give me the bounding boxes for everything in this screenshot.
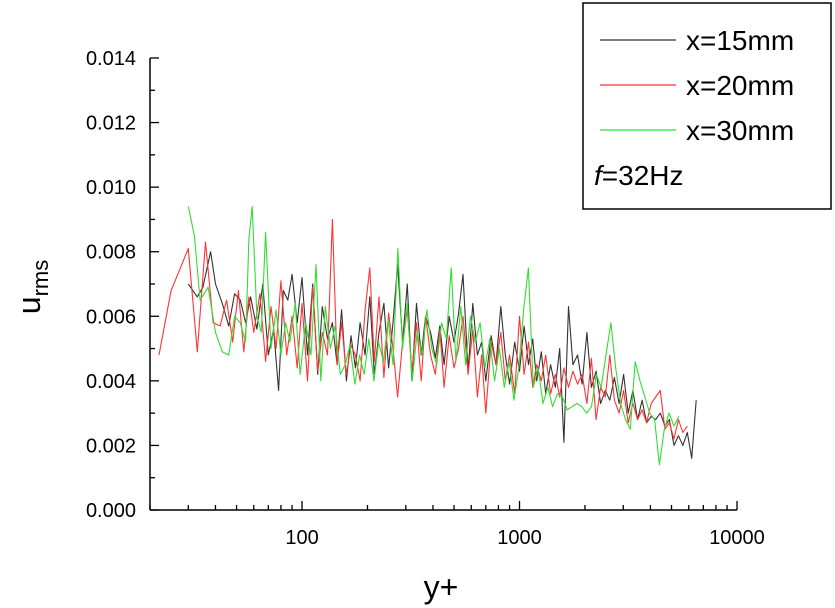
x-tick-label: 10000 [709,527,765,549]
y-tick-label: 0.008 [86,242,136,264]
legend-box [582,2,832,210]
y-tick-label: 0.000 [86,500,136,522]
legend: x=15mm x=20mm x=30mm f=32Hz [582,2,832,210]
legend-label-1: x=15mm [686,25,794,56]
x-tick-label: 100 [285,527,318,549]
tick-labels: 0.000 0.002 0.004 0.006 0.008 0.010 0.012 0.014… [86,48,765,549]
y-tick-label: 0.006 [86,306,136,328]
svg-text:urms: urms [11,260,53,314]
axes [149,57,738,511]
x-tick-label: 1000 [497,527,542,549]
x-axis-title: y+ [424,569,459,605]
y-tick-label: 0.012 [86,113,136,135]
y-axis-title-main: u [11,296,47,314]
legend-label-3: x=30mm [686,115,794,146]
series-line-1 [187,251,697,459]
y-axis-title: urms [11,260,53,314]
series-layer [158,205,697,466]
annotation-italic: f [594,160,605,191]
series-line-3 [187,205,680,466]
y-tick-label: 0.010 [86,177,136,199]
annotation-text: =32Hz [602,160,684,191]
series-line-2 [158,218,688,440]
y-tick-label: 0.002 [86,435,136,457]
legend-label-2: x=20mm [686,70,794,101]
y-tick-label: 0.014 [86,48,136,70]
y-tick-label: 0.004 [86,371,136,393]
legend-annotation: f=32Hz [594,160,684,191]
y-axis-title-sub: rms [28,260,53,297]
legend-entries: x=15mm x=20mm x=30mm [600,25,794,146]
